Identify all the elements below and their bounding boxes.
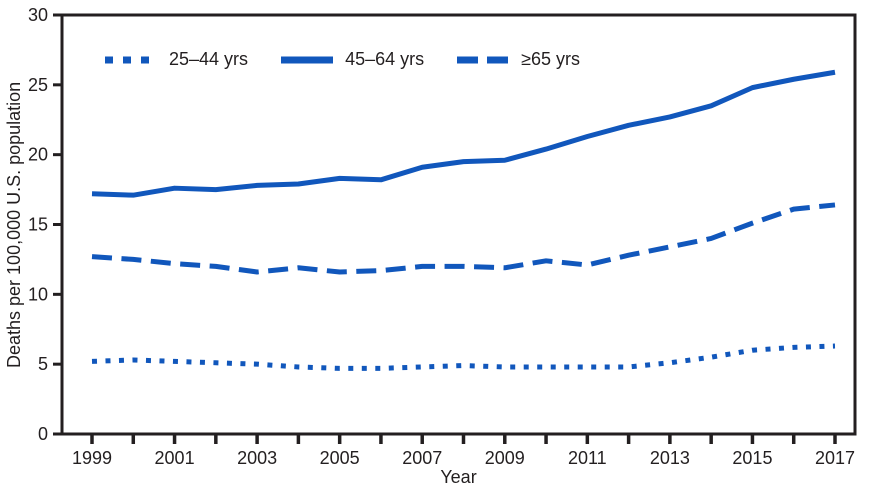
legend-item-dotted: 25–44 yrs: [105, 49, 248, 70]
legend-dashed-line-swatch: [457, 56, 510, 63]
series-line-dotted: [91, 343, 836, 371]
y-tick-label: 25: [28, 75, 48, 95]
x-axis-title: Year: [440, 467, 477, 487]
plot-frame: [60, 13, 857, 436]
x-tick-label: 2007: [402, 448, 442, 468]
legend-item-solid: 45–64 yrs: [281, 49, 424, 70]
y-tick-label: 0: [38, 424, 48, 444]
x-tick-label: 2003: [237, 448, 277, 468]
y-tick-label: 20: [28, 145, 48, 165]
x-tick-label: 2013: [650, 448, 690, 468]
x-tick-label: 2017: [815, 448, 855, 468]
y-tick-label: 5: [38, 354, 48, 374]
legend-label: 25–44 yrs: [169, 49, 249, 69]
x-tick-label: 2005: [320, 448, 360, 468]
legend-dotted-line-swatch: [105, 56, 157, 63]
y-tick-label: 15: [28, 215, 48, 235]
legend-label: 45–64 yrs: [345, 49, 425, 69]
legend: 25–44 yrs 45–64 yrs ≥65 yrs: [105, 49, 580, 70]
x-tick-label: 2015: [732, 448, 772, 468]
x-tick-label: 2009: [485, 448, 525, 468]
x-tick-label: 2001: [155, 448, 195, 468]
series-line-solid: [91, 69, 836, 198]
legend-item-dashed: ≥65 yrs: [457, 49, 580, 70]
x-tick-label: 1999: [72, 448, 112, 468]
legend-solid-line-swatch: [281, 56, 334, 63]
y-tick-label: 10: [28, 284, 48, 304]
legend-label: ≥65 yrs: [521, 49, 581, 69]
y-axis-title: Deaths per 100,000 U.S. population: [4, 81, 24, 368]
y-tick-label: 30: [28, 5, 48, 25]
x-tick-label: 2011: [568, 448, 607, 468]
series-line-dashed: [91, 202, 836, 275]
